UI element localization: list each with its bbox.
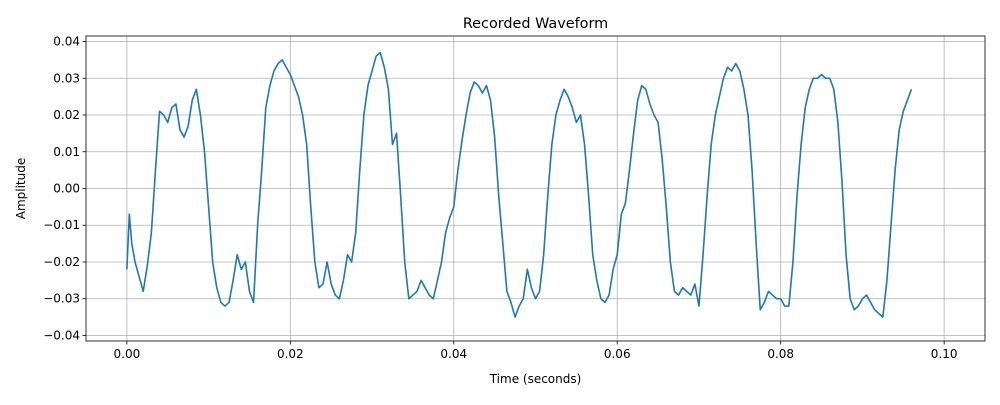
series-layer [126, 51, 913, 318]
chart-title: Recorded Waveform [463, 16, 608, 32]
y-tick-label: −0.04 [43, 328, 80, 342]
tick-layer: 0.00 0.02 0.04 0.06 0.08 0.10 −0.04 −0.03 −0.02 −… [43, 35, 957, 361]
x-tick-label: 0.04 [440, 347, 467, 361]
y-tick-label: −0.01 [43, 218, 80, 232]
y-tick-label: 0.03 [53, 71, 80, 85]
y-tick-label: −0.02 [43, 255, 80, 269]
x-tick-label: 0.02 [277, 347, 304, 361]
x-axis-label: Time (seconds) [489, 372, 582, 386]
waveform-line [126, 51, 913, 318]
x-tick-label: 0.08 [767, 347, 794, 361]
grid-layer [86, 36, 985, 341]
y-tick-label: 0.02 [53, 108, 80, 122]
y-tick-label: 0.01 [53, 145, 80, 159]
y-axis-label: Amplitude [14, 158, 28, 220]
x-tick-label: 0.10 [931, 347, 958, 361]
y-tick-label: −0.03 [43, 292, 80, 306]
y-tick-label: 0.04 [53, 35, 80, 49]
y-tick-label: 0.00 [53, 182, 80, 196]
x-tick-label: 0.00 [114, 347, 141, 361]
x-tick-label: 0.06 [604, 347, 631, 361]
